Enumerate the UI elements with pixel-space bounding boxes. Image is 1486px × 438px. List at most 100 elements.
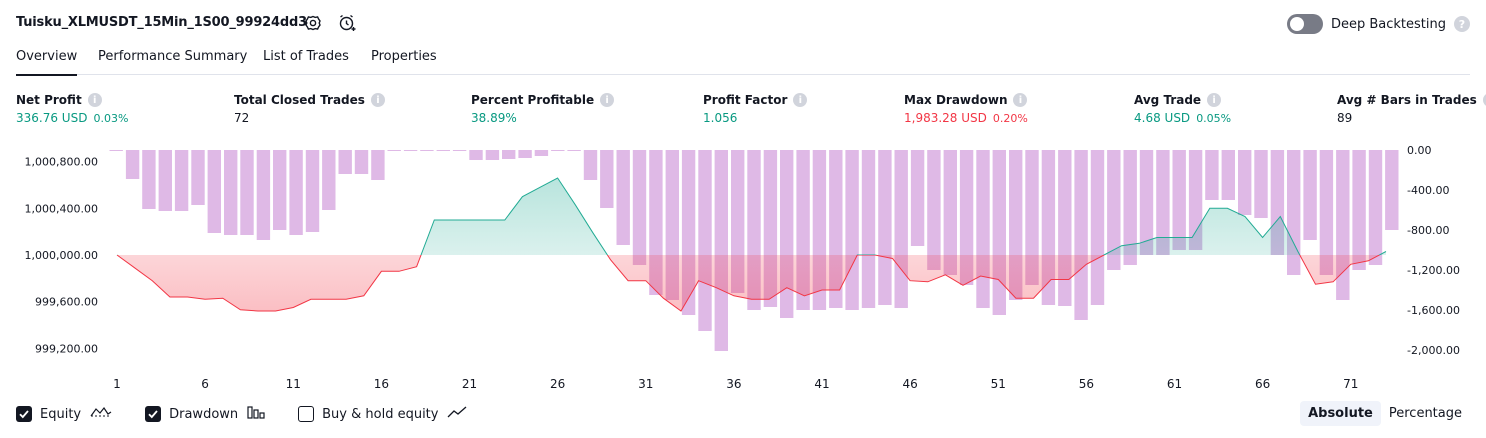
drawdown-bar xyxy=(1172,150,1186,250)
y-right-tick-label: -2,000.00 xyxy=(1407,344,1460,357)
x-tick-label: 71 xyxy=(1343,377,1358,391)
drawdown-bar xyxy=(109,150,123,151)
x-tick-label: 51 xyxy=(991,377,1006,391)
x-tick-label: 6 xyxy=(201,377,209,391)
metric-percent-profitable: Percent Profitable i 38.89% xyxy=(471,93,615,125)
drawdown-bar xyxy=(338,150,352,174)
drawdown-bar xyxy=(878,150,892,305)
drawdown-bar xyxy=(518,150,532,158)
drawdown-bar xyxy=(894,150,908,308)
checkbox-checked[interactable] xyxy=(16,406,32,422)
x-tick-label: 16 xyxy=(374,377,389,391)
legend-buy-hold-equity[interactable]: Buy & hold equity xyxy=(298,404,470,424)
info-icon[interactable]: i xyxy=(1207,93,1222,107)
drawdown-bar xyxy=(1156,150,1170,255)
drawdown-bar xyxy=(780,150,794,318)
y-left-tick-label: 1,000,400.00 xyxy=(25,202,98,215)
deep-backtesting-label: Deep Backtesting xyxy=(1330,16,1446,32)
tab-overview[interactable]: Overview xyxy=(16,49,78,76)
x-tick-label: 56 xyxy=(1079,377,1094,391)
metric-value: 336.76 USD xyxy=(16,111,88,125)
y-right-tick-label: -1,200.00 xyxy=(1407,264,1460,277)
drawdown-bar xyxy=(207,150,221,233)
metric-label: Profit Factor xyxy=(703,93,788,107)
metric-value: 1,983.28 USD xyxy=(904,111,987,125)
x-tick-label: 36 xyxy=(726,377,741,391)
equity-series xyxy=(116,177,1387,312)
drawdown-bar xyxy=(616,150,630,245)
equity-line-icon xyxy=(89,404,113,424)
y-axis-right: 0.00 -400.00 -800.00 -1,200.00 -1,600.00 -2,0… xyxy=(1407,144,1460,357)
legend-label: Drawdown xyxy=(169,406,239,422)
gear-icon[interactable] xyxy=(303,13,323,33)
x-tick-label: 11 xyxy=(286,377,301,391)
metric-percent: 0.05% xyxy=(1196,112,1232,125)
help-icon[interactable]: ? xyxy=(1454,16,1470,32)
info-icon[interactable]: i xyxy=(1013,93,1028,107)
percentage-button[interactable]: Percentage xyxy=(1388,406,1462,421)
absolute-button[interactable]: Absolute xyxy=(1300,401,1381,426)
report-tabs: Overview Performance Summary List of Tra… xyxy=(16,46,1470,76)
legend-equity[interactable]: Equity xyxy=(16,404,113,424)
drawdown-bar xyxy=(1319,150,1334,275)
drawdown-bar xyxy=(1352,150,1366,270)
drawdown-bar xyxy=(502,150,516,159)
y-axis-left: 1,000,800.00 1,000,400.00 1,000,000.00 999,… xyxy=(25,156,98,356)
drawdown-bar xyxy=(1139,150,1154,255)
drawdown-bar xyxy=(322,150,336,210)
drawdown-bar xyxy=(976,150,990,308)
metric-percent: 0.03% xyxy=(93,112,129,125)
metric-label: Avg Trade xyxy=(1134,93,1202,107)
tab-properties[interactable]: Properties xyxy=(371,49,437,64)
x-tick-label: 41 xyxy=(814,377,829,391)
add-alarm-icon[interactable] xyxy=(337,13,357,33)
tab-performance-summary[interactable]: Performance Summary xyxy=(98,49,248,64)
drawdown-bar xyxy=(469,150,483,160)
info-icon[interactable]: i xyxy=(370,93,385,107)
info-icon[interactable]: i xyxy=(600,93,615,107)
drawdown-bar xyxy=(125,150,140,179)
x-tick-label: 21 xyxy=(462,377,477,391)
checkbox-unchecked[interactable] xyxy=(298,406,315,422)
drawdown-bar xyxy=(289,150,303,235)
drawdown-bar xyxy=(1090,150,1105,305)
tab-list-of-trades[interactable]: List of Trades xyxy=(263,49,349,64)
x-tick-label: 66 xyxy=(1255,377,1270,391)
metric-label: Max Drawdown xyxy=(904,93,1008,107)
x-tick-label: 31 xyxy=(638,377,653,391)
legend-drawdown[interactable]: Drawdown xyxy=(145,404,266,424)
deep-backtesting-toggle[interactable] xyxy=(1286,14,1323,34)
y-right-tick-label: -400.00 xyxy=(1407,184,1449,197)
drawdown-bar xyxy=(1025,150,1039,285)
drawdown-bar xyxy=(1205,150,1219,200)
drawdown-bar xyxy=(305,150,320,232)
equity-area-positive xyxy=(117,178,1386,255)
drawdown-bar xyxy=(927,150,941,270)
y-left-tick-label: 1,000,000.00 xyxy=(25,249,98,262)
drawdown-bar xyxy=(959,150,974,285)
info-icon[interactable]: i xyxy=(87,93,102,107)
x-tick-label: 1 xyxy=(113,377,121,391)
drawdown-bar xyxy=(485,150,500,160)
x-tick-label: 61 xyxy=(1167,377,1182,391)
drawdown-bar xyxy=(1221,150,1235,200)
drawdown-bar xyxy=(273,150,287,230)
equity-line-negative xyxy=(116,255,1381,312)
equity-drawdown-chart[interactable]: 1,000,800.00 1,000,400.00 1,000,000.00 999,… xyxy=(0,140,1486,398)
drawdown-bar xyxy=(1107,150,1121,270)
chart-legend: Equity Drawdown Buy & hold equity xyxy=(16,403,502,425)
drawdown-bar xyxy=(354,150,369,174)
metric-total-closed-trades: Total Closed Trades i 72 xyxy=(234,93,385,125)
drawdown-bars-icon xyxy=(246,404,266,424)
legend-label: Equity xyxy=(40,406,82,422)
drawdown-bar xyxy=(142,150,156,209)
buy-hold-line-icon xyxy=(446,404,470,424)
drawdown-bars xyxy=(109,150,1399,351)
drawdown-bar xyxy=(845,150,859,310)
drawdown-bar xyxy=(1238,150,1252,215)
strategy-title: Tuisku_XLMUSDT_15Min_1S00_99924dd3 xyxy=(16,15,307,30)
checkbox-checked[interactable] xyxy=(145,406,162,422)
y-right-tick-label: 0.00 xyxy=(1407,144,1432,157)
info-icon[interactable]: i xyxy=(793,93,808,107)
info-icon[interactable]: i xyxy=(1482,93,1486,107)
